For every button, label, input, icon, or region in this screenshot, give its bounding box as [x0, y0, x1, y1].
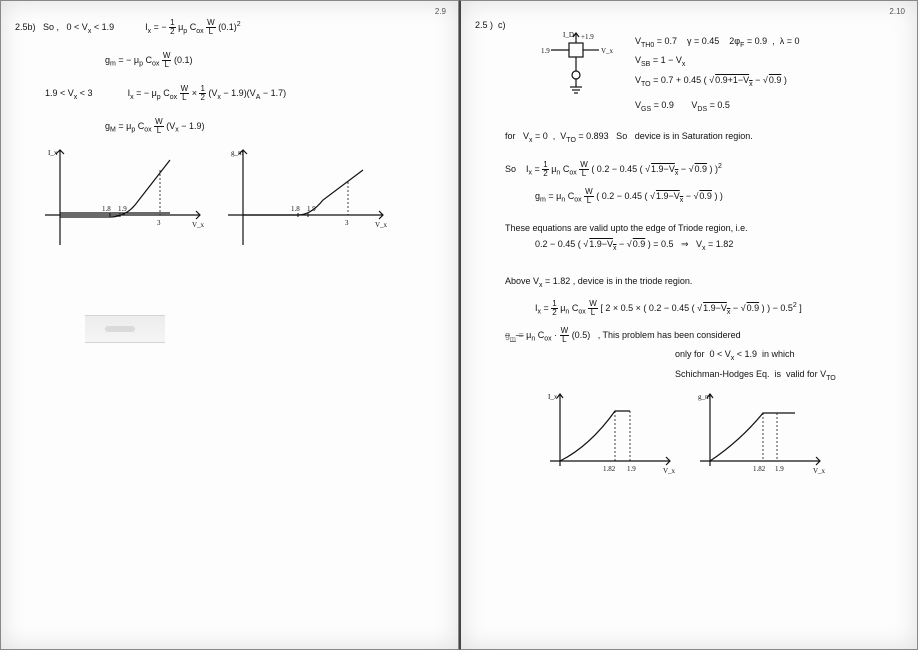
r-soIx: So Ix = 12 μn Cox WL ( 0.2 − 0.45 ( √1.9…: [505, 161, 903, 178]
r-problem: 2.5 ) c): [475, 19, 903, 31]
r-vline: VGS = 0.9 VDS = 0.5: [635, 99, 903, 114]
eq-gm-1: gm = − μp Cox WL (0.1): [105, 52, 444, 69]
eq-Ix-1: Ix = − 12 μp Cox WL (0.1)2: [145, 22, 240, 32]
svg-text:3: 3: [345, 219, 349, 227]
eraser-smudge: [85, 315, 165, 343]
eq-gM: gM = μp Cox WL (Vx − 1.9): [105, 118, 444, 135]
right-page-number: 2.10: [889, 7, 905, 16]
r-for: for Vx = 0 , VTO = 0.893 So device is in…: [505, 130, 903, 145]
problem-label: 2.5b): [15, 22, 41, 32]
g2-yl: g_m: [231, 149, 244, 157]
svg-text:1.82: 1.82: [753, 465, 766, 473]
r-valid1: These equations are valid upto the edge …: [505, 222, 903, 234]
right-page: 2.10 2.5 ) c) +1.9 I_D 1.9 V_x: [459, 0, 918, 650]
r-gm2-row: gm = μn Cox · WL (0.5) , This problem ha…: [505, 327, 903, 344]
graph-Ix: I_x V_x 1.8 1.9 3: [40, 145, 205, 255]
svg-text:g_m: g_m: [698, 393, 711, 401]
svg-text:I_x: I_x: [548, 393, 558, 401]
cond-1: So , 0 < Vx < 1.9: [43, 22, 114, 32]
svg-text:1.9: 1.9: [541, 47, 550, 55]
row-1: 2.5b) So , 0 < Vx < 1.9 Ix = − 12 μp Cox…: [15, 19, 444, 36]
g2-xl: V_x: [375, 221, 388, 229]
r-params1: VTH0 = 0.7 γ = 0.45 2φF = 0.9 , λ = 0: [635, 35, 903, 50]
svg-text:V_x: V_x: [601, 47, 614, 55]
svg-text:1.9: 1.9: [118, 205, 127, 213]
left-graphs: I_x V_x 1.8 1.9 3 g: [40, 145, 444, 255]
svg-text:3: 3: [157, 219, 161, 227]
svg-text:+1.9: +1.9: [581, 33, 594, 41]
svg-text:1.82: 1.82: [603, 465, 616, 473]
circuit-sketch: +1.9 I_D 1.9 V_x: [541, 31, 611, 101]
svg-text:1.9: 1.9: [307, 205, 316, 213]
svg-text:1.9: 1.9: [775, 465, 784, 473]
g1-xl: V_x: [192, 221, 205, 229]
eq-Ix-2: Ix = − μp Cox WL × 12 (Vx − 1.9)(VA − 1.…: [128, 88, 287, 98]
r-valid2: 0.2 − 0.45 ( √1.9−Vx − √0.9 ) = 0.5 ⇒ Vx…: [535, 238, 903, 253]
r-gm: gm = μn Cox WL ( 0.2 − 0.45 ( √1.9−Vx − …: [535, 188, 903, 205]
left-page-number: 2.9: [435, 7, 446, 16]
bgraph-Ix: I_x V_x 1.82 1.9: [545, 391, 675, 476]
row-2: 1.9 < Vx < 3 Ix = − μp Cox WL × 12 (Vx −…: [45, 85, 444, 102]
svg-text:V_x: V_x: [813, 467, 826, 475]
graph-gm: g_m V_x 1.8 1.9 3: [223, 145, 388, 255]
svg-text:1.9: 1.9: [627, 465, 636, 473]
r-params2: VSB = 1 − Vx: [635, 54, 903, 69]
svg-text:I_D: I_D: [563, 31, 574, 39]
bgraph-gm: g_m V_x 1.82 1.9: [695, 391, 825, 476]
svg-text:1.8: 1.8: [102, 205, 111, 213]
r-above: Above Vx = 1.82 , device is in the triod…: [505, 275, 903, 290]
svg-text:V_x: V_x: [663, 467, 676, 475]
g1-yl: I_x: [48, 149, 58, 157]
r-Ixtri: Ix = 12 μn Cox WL [ 2 × 0.5 × ( 0.2 − 0.…: [535, 300, 903, 317]
right-graphs: I_x V_x 1.82 1.9 g_m V_x: [545, 391, 903, 476]
svg-text:1.8: 1.8: [291, 205, 300, 213]
cond-2: 1.9 < Vx < 3: [45, 88, 93, 98]
r-note1: , This problem has been considered: [598, 330, 741, 340]
r-note2: only for 0 < Vx < 1.9 in which: [675, 348, 903, 363]
page-spread: 2.9 2.5b) So , 0 < Vx < 1.9 Ix = − 12 μp…: [0, 0, 920, 650]
r-vto: VTO = 0.7 + 0.45 ( √0.9+1−Vx − √0.9 ): [635, 74, 903, 89]
r-note3: Schichman-Hodges Eq. is valid for VTO: [675, 368, 903, 383]
left-page: 2.9 2.5b) So , 0 < Vx < 1.9 Ix = − 12 μp…: [0, 0, 459, 650]
